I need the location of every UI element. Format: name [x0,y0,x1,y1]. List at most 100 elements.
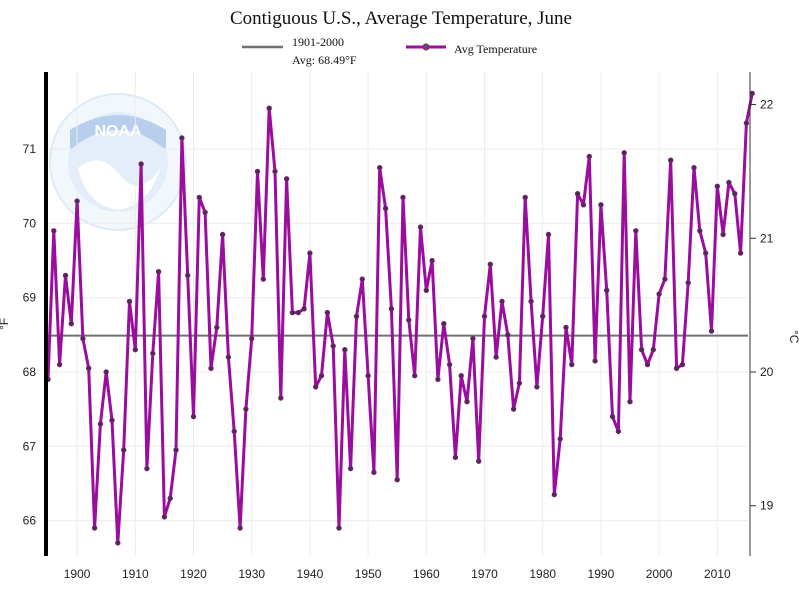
y-tick-label-left: 71 [23,142,37,156]
y-tick-label-left: 69 [23,291,37,305]
data-point [516,380,523,386]
data-point [673,365,680,371]
data-point [510,406,517,412]
data-point [231,428,237,435]
y-tick-label-left: 67 [23,439,37,453]
data-point [272,168,278,175]
data-point [283,176,290,182]
data-point [382,205,389,212]
data-point [586,153,592,160]
data-point [720,231,726,238]
data-point [179,135,185,141]
data-point [377,164,383,171]
y-tick-label-left: 70 [23,216,37,230]
data-point [155,269,162,275]
data-point [115,540,121,546]
data-point [190,413,197,420]
data-point [359,276,365,282]
data-point [126,298,133,305]
data-point [714,183,720,189]
series-layer [45,90,755,546]
data-point [56,361,63,368]
data-point [324,309,331,316]
data-point [301,306,307,312]
data-point [615,428,622,435]
data-point [394,477,400,483]
x-tick-label: 1920 [180,567,207,581]
legend-reference-label-line2: Avg: 68.49°F [292,53,357,67]
data-point [621,150,627,156]
data-point [580,202,587,208]
data-point [726,179,732,186]
svg-text:NOAA: NOAA [94,123,142,140]
data-point [458,373,464,379]
data-point [644,361,651,368]
y-axis-label-right: °C [787,330,799,344]
data-point [254,168,261,175]
data-point [243,406,249,412]
data-point [371,469,377,475]
data-point [74,198,80,204]
data-point [330,343,336,349]
legend-reference-label-line1: 1901-2000 [292,35,344,49]
data-point [208,365,214,371]
data-point [656,291,662,297]
x-tick-label: 1950 [355,567,382,581]
data-point [592,358,598,364]
x-tick-label: 1910 [122,567,149,581]
x-tick-label: 1900 [64,567,91,581]
data-point [557,436,563,442]
data-point [574,190,581,197]
chart-title: Contiguous U.S., Average Temperature, Ju… [230,8,572,29]
data-point [708,328,715,334]
x-tick-label: 1960 [413,567,440,581]
data-point [336,525,342,531]
data-point [446,361,453,368]
series-line-avg-temperature [46,93,754,545]
data-point [406,317,412,323]
data-point [534,384,540,390]
data-point [662,276,668,282]
data-point [138,161,144,167]
data-point [691,164,697,171]
x-tick-label: 1930 [238,567,265,581]
axes [44,72,756,556]
data-point [150,350,156,357]
x-tick-label: 1940 [297,567,324,581]
data-point [51,228,57,234]
data-point [68,321,74,327]
data-point [417,224,424,230]
data-point [225,354,232,360]
data-point [196,194,202,201]
data-point [161,514,168,520]
data-point [464,399,470,405]
tick-labels: 1900 1910 1920 1930 1940 1950 1960 1970 1980 1990… [23,98,774,581]
data-point [318,373,325,379]
data-point [743,120,750,126]
data-point [62,272,69,279]
data-point [248,335,255,342]
data-point [120,447,127,453]
data-point [219,231,226,238]
data-point [563,324,569,331]
data-point [505,332,511,338]
x-tick-label: 1990 [588,567,615,581]
data-point [237,525,243,531]
data-point [609,413,616,420]
y-tick-label-right: 22 [760,98,774,112]
data-point [144,465,150,472]
data-point [365,373,371,379]
data-point [737,250,744,256]
data-point [184,272,191,279]
data-point [732,190,738,197]
data-point [481,313,488,319]
data-point [423,287,429,293]
y-tick-label-left: 68 [23,365,37,379]
data-point [493,354,499,360]
data-point [476,458,482,464]
data-point [668,157,674,163]
noaa-logo-watermark: NOAA [49,93,187,231]
data-point [109,417,115,423]
data-point [569,361,575,368]
